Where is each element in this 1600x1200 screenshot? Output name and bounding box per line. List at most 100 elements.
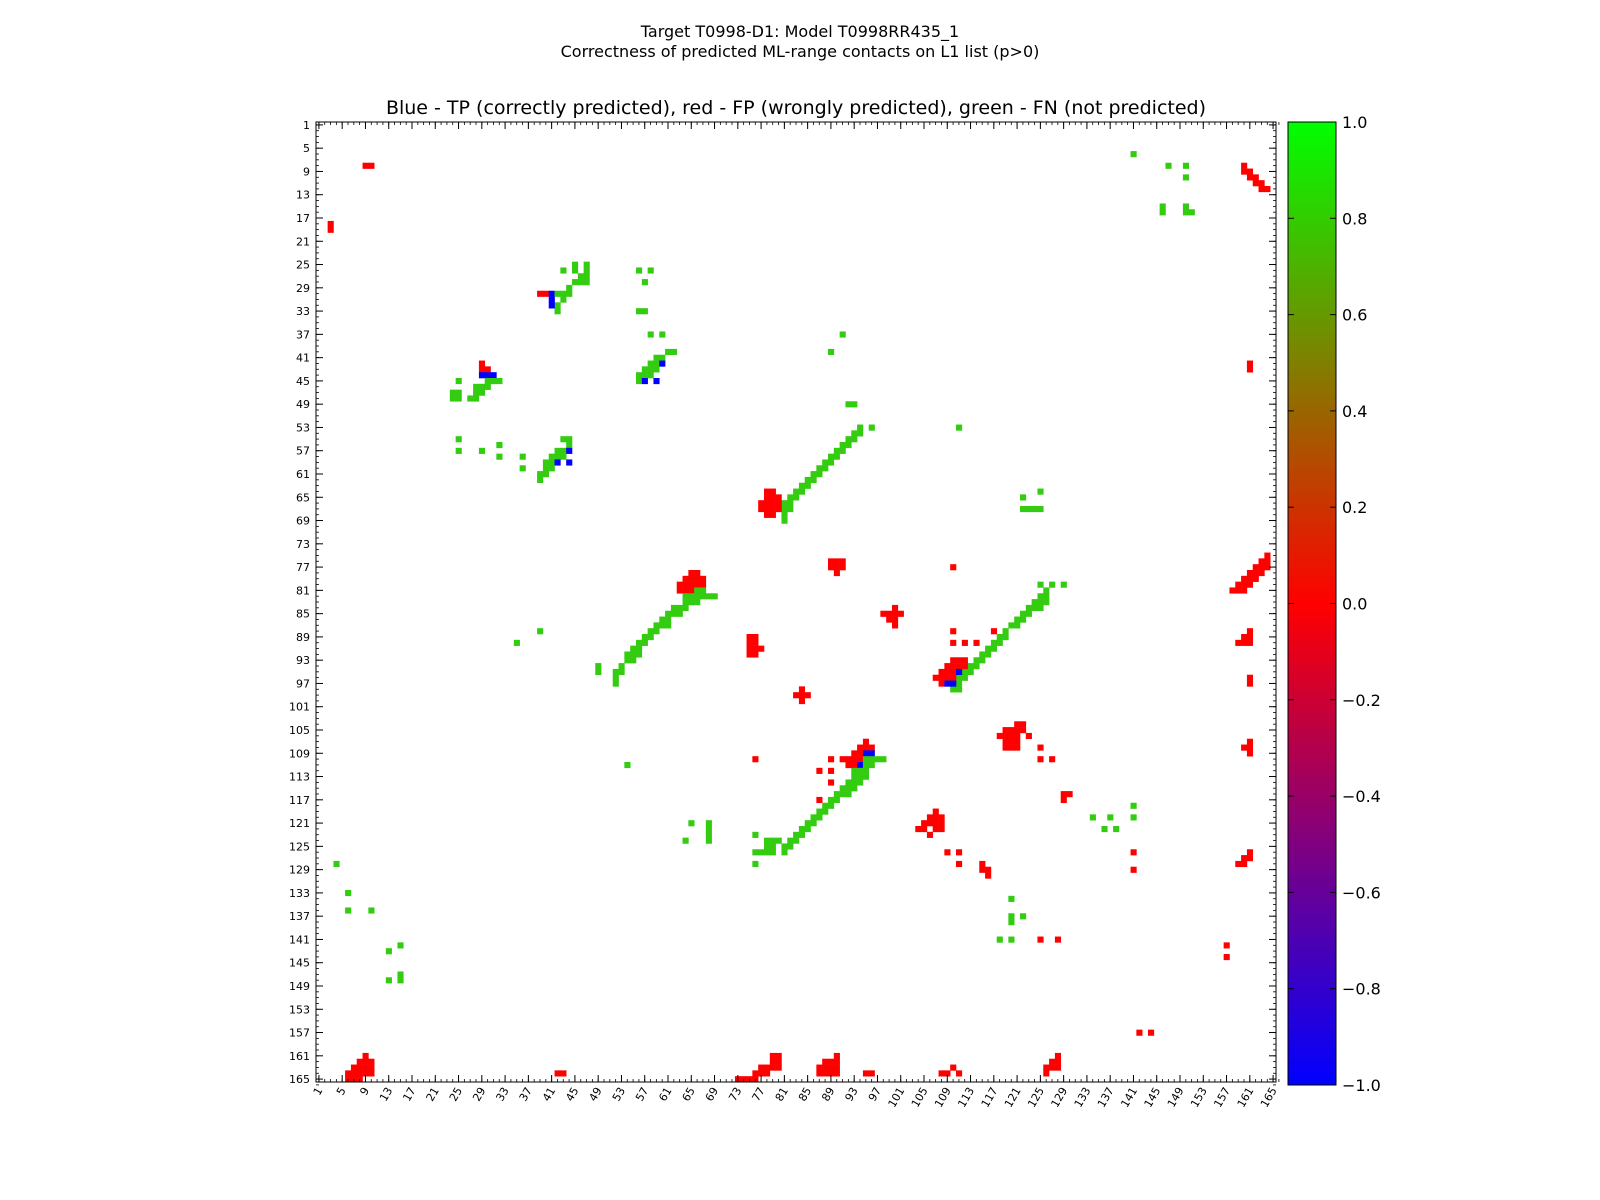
- contact-cell-fp: [537, 290, 544, 297]
- contact-cell-fn: [1020, 616, 1027, 623]
- contact-cell-fp: [833, 564, 840, 571]
- contact-cell-fn: [630, 651, 637, 658]
- y-tick-label: 81: [296, 584, 310, 597]
- contact-cell-fn: [810, 820, 817, 827]
- contact-cell-fn: [816, 814, 823, 821]
- contact-cell-fn: [641, 366, 648, 373]
- contact-cell-fp: [368, 1070, 375, 1077]
- contact-cell-fn: [787, 506, 794, 513]
- contact-cell-fn: [798, 482, 806, 489]
- contact-cell-fn: [857, 779, 864, 786]
- x-tick-label: 37: [517, 1085, 535, 1104]
- contact-cell-fn: [1188, 209, 1195, 216]
- y-tick-label: 29: [296, 282, 310, 295]
- contact-cell-fp: [769, 488, 776, 495]
- contact-cell-fp: [758, 645, 765, 652]
- contact-cell-fp: [857, 744, 864, 751]
- x-tick-label: 105: [909, 1085, 931, 1110]
- contact-cell-fn: [548, 465, 555, 472]
- contact-cell-fn: [345, 890, 352, 897]
- contact-cell-fp: [1246, 738, 1254, 745]
- contact-cell-fn: [612, 674, 619, 681]
- contact-cell-fp: [833, 1070, 840, 1077]
- contact-cell-fn: [397, 971, 404, 978]
- contact-cell-fp: [1049, 1058, 1056, 1065]
- contact-cell-fn: [1037, 604, 1044, 612]
- x-tick-label: 157: [1211, 1085, 1233, 1110]
- contact-cell-fp: [769, 500, 776, 507]
- contact-cell-fn: [641, 372, 648, 379]
- contact-cell-fn: [705, 593, 712, 600]
- contact-cell-fn: [798, 826, 806, 833]
- contact-cell-fn: [636, 639, 643, 646]
- x-tick-label: 1: [311, 1085, 326, 1098]
- contact-cell-fn: [1130, 802, 1137, 809]
- contact-cell-fp: [1014, 721, 1021, 728]
- contact-cell-fp: [961, 639, 968, 646]
- contact-cell-fp: [857, 750, 864, 757]
- contact-cell-fn: [828, 459, 835, 466]
- contact-cell-fn: [1043, 599, 1050, 606]
- contact-cell-fn: [496, 453, 503, 460]
- contact-cell-fn: [537, 471, 544, 478]
- contact-cell-fn: [659, 616, 666, 623]
- contact-cell-fn: [385, 977, 392, 984]
- contact-cell-fn: [781, 843, 788, 850]
- contact-cell-fn: [996, 936, 1003, 943]
- contact-cell-fn: [851, 785, 858, 792]
- contact-cell-fp: [944, 1070, 951, 1077]
- contact-cell-fp: [1241, 575, 1248, 582]
- contact-cell-fp: [1264, 564, 1271, 571]
- contact-cell-fp: [892, 604, 899, 612]
- y-tick-label: 161: [289, 1050, 310, 1063]
- contact-cell-fn: [449, 395, 456, 402]
- x-tick-label: 133: [1072, 1085, 1094, 1110]
- contact-cell-fp: [345, 1070, 352, 1077]
- contact-cell-fn: [990, 639, 998, 646]
- contact-cell-fp: [1002, 732, 1009, 740]
- y-tick-label: 97: [296, 677, 310, 690]
- x-tick-label: 45: [563, 1085, 581, 1104]
- contact-cell-fp: [851, 756, 858, 763]
- contact-cell-fp: [769, 1058, 776, 1065]
- contact-cell-fp: [1241, 639, 1248, 646]
- contact-cell-fp: [688, 575, 695, 582]
- x-tick-label: 113: [955, 1085, 977, 1110]
- contact-cell-fn: [345, 907, 352, 914]
- contact-cell-fn: [973, 657, 980, 664]
- y-tick-label: 65: [296, 491, 310, 504]
- contact-cell-fp: [938, 1070, 945, 1077]
- contact-cell-fp: [362, 1052, 369, 1060]
- contact-cell-fp: [694, 581, 701, 588]
- contact-cell-fn: [560, 290, 567, 297]
- x-tick-label: 165: [1258, 1085, 1280, 1110]
- contact-cell-fn: [647, 372, 654, 379]
- contact-cell-fp: [839, 564, 846, 571]
- contact-cell-fp: [822, 1064, 829, 1071]
- contact-cell-fn: [519, 453, 526, 460]
- contact-cell-fn: [839, 331, 846, 338]
- x-tick-label: 29: [470, 1085, 488, 1104]
- contact-cell-fp: [851, 762, 858, 769]
- x-tick-label: 25: [447, 1085, 465, 1104]
- contact-cell-fp: [839, 756, 846, 763]
- contact-cell-fp: [868, 1070, 875, 1077]
- contact-cell-fp: [1002, 744, 1009, 751]
- contact-cell-fp: [1235, 581, 1242, 588]
- x-tick-label: 41: [540, 1085, 558, 1104]
- contact-cell-fp: [944, 674, 951, 681]
- contact-cell-fp: [932, 814, 939, 821]
- x-tick-label: 137: [1095, 1085, 1117, 1110]
- contact-cell-fp: [950, 674, 957, 681]
- contact-cell-fp: [1020, 721, 1027, 728]
- contact-cell-tp: [641, 378, 648, 385]
- contact-cell-fn: [862, 762, 870, 769]
- contact-cell-fn: [764, 843, 771, 850]
- contact-cell-fn: [665, 348, 672, 356]
- contact-cell-fn: [1031, 506, 1038, 513]
- contact-cell-fp: [758, 506, 765, 513]
- contact-cell-fp: [1020, 727, 1027, 734]
- contact-cell-fn: [868, 424, 875, 431]
- contact-cell-fn: [874, 756, 881, 763]
- contact-cell-fn: [641, 634, 648, 641]
